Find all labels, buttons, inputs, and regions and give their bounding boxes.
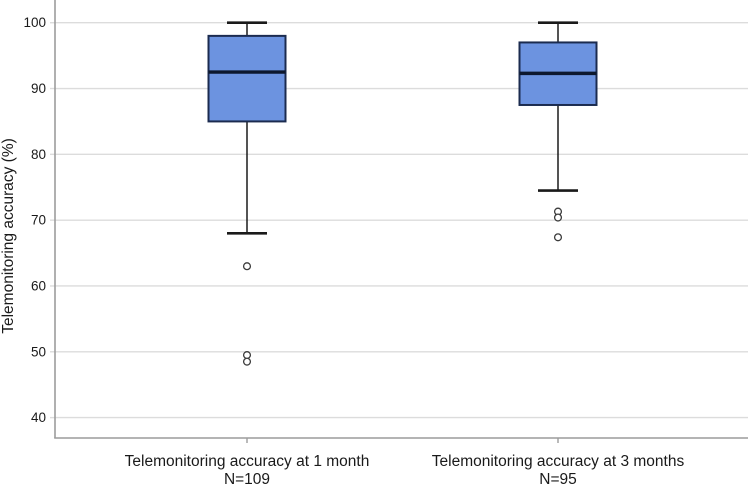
y-tick-label: 60: [31, 278, 46, 293]
gridlines: [55, 22, 748, 419]
x-category-label: Telemonitoring accuracy at 1 month: [125, 453, 370, 470]
outlier-point: [242, 357, 252, 366]
y-tick-label: 80: [31, 147, 46, 162]
y-tick-label: 90: [31, 81, 46, 96]
x-category-label: Telemonitoring accuracy at 3 months: [432, 453, 685, 470]
y-tick-label: 50: [31, 344, 46, 359]
x-category-n: N=109: [224, 471, 270, 488]
axes: [50, 0, 748, 443]
y-tick-label: 70: [31, 213, 46, 228]
iqr-box: [207, 34, 287, 123]
y-tick-label: 40: [31, 410, 46, 425]
axis-labels: 40 50 60 70 80 90 100 Telemonitoring accuracy a…: [23, 15, 684, 488]
outlier-point: [242, 351, 252, 360]
outlier-point: [242, 262, 252, 271]
x-category-n: N=95: [539, 471, 577, 488]
outlier-point: [553, 213, 563, 222]
y-axis-title: Telemonitoring accuracy (%): [0, 138, 17, 334]
outlier-point: [553, 233, 563, 242]
y-tick-label: 100: [23, 15, 46, 30]
boxplots: [207, 21, 598, 366]
